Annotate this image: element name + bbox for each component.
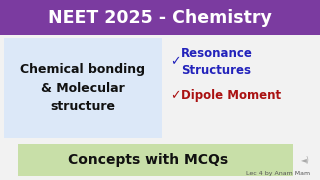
Text: Lec 4 by Anam Mam: Lec 4 by Anam Mam — [246, 170, 310, 175]
Text: Chemical bonding
& Molecular
structure: Chemical bonding & Molecular structure — [20, 62, 146, 114]
Bar — [0, 0, 320, 35]
Text: ✓: ✓ — [170, 89, 180, 102]
Text: Dipole Moment: Dipole Moment — [181, 89, 281, 102]
Text: NEET 2025 - Chemistry: NEET 2025 - Chemistry — [48, 9, 272, 27]
Text: Resonance
Structures: Resonance Structures — [181, 47, 253, 77]
Bar — [18, 144, 293, 176]
Text: ◄): ◄) — [300, 156, 309, 165]
Bar — [4, 38, 162, 138]
Text: ✓: ✓ — [170, 55, 180, 69]
Text: Concepts with MCQs: Concepts with MCQs — [68, 153, 228, 167]
